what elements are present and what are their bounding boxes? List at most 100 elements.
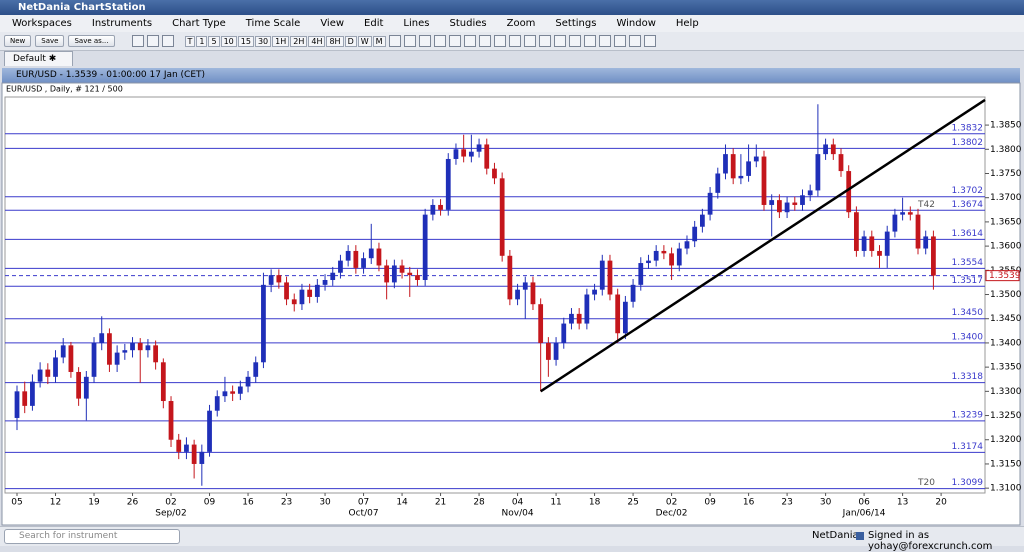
period-button[interactable]: 4H bbox=[308, 35, 326, 47]
level-label-bg bbox=[953, 275, 984, 286]
tool-icon[interactable] bbox=[478, 35, 491, 47]
period-button[interactable]: 30 bbox=[254, 35, 272, 47]
toolbar-button[interactable]: New bbox=[4, 35, 32, 47]
tool-icon[interactable] bbox=[161, 35, 174, 47]
period-button[interactable]: W bbox=[357, 35, 372, 47]
candle-body bbox=[415, 275, 420, 280]
tool-icon[interactable] bbox=[568, 35, 581, 47]
candle-body bbox=[438, 204, 443, 210]
menu-item[interactable]: Chart Type bbox=[172, 18, 226, 29]
tool-icon[interactable] bbox=[538, 35, 551, 47]
y-tick-label: 1.3700 bbox=[990, 193, 1022, 203]
trendline bbox=[539, 98, 986, 393]
period-button[interactable]: 2H bbox=[290, 35, 308, 47]
period-button[interactable]: D bbox=[344, 35, 357, 47]
tool-icon[interactable] bbox=[628, 35, 641, 47]
tool-icon[interactable] bbox=[493, 35, 506, 47]
tool-icon[interactable] bbox=[463, 35, 476, 47]
candle-body bbox=[453, 149, 459, 159]
x-tick-label: 30 bbox=[319, 498, 331, 508]
menu-item[interactable]: Settings bbox=[555, 18, 597, 29]
candle-body bbox=[276, 275, 282, 283]
tool-icon[interactable] bbox=[403, 35, 416, 47]
app-title: NetDania ChartStation bbox=[18, 2, 146, 13]
tool-icon[interactable] bbox=[448, 35, 461, 47]
period-button[interactable]: 5 bbox=[208, 35, 220, 47]
candle-body bbox=[37, 369, 43, 382]
toolbar-button[interactable]: Save as... bbox=[68, 35, 115, 47]
period-button[interactable]: T bbox=[184, 35, 196, 47]
candle-body bbox=[407, 272, 413, 276]
menu-item[interactable]: Window bbox=[616, 18, 656, 29]
tool-icon[interactable] bbox=[146, 35, 159, 47]
tool-icon[interactable] bbox=[131, 35, 144, 47]
candle-body bbox=[630, 284, 636, 302]
menu-item[interactable]: Workspaces bbox=[12, 18, 72, 29]
candle-body bbox=[176, 439, 182, 452]
candle-body bbox=[707, 192, 713, 215]
menu-item[interactable]: Studies bbox=[449, 18, 487, 29]
tool-icon[interactable] bbox=[598, 35, 611, 47]
x-tick-label: 16 bbox=[242, 498, 254, 508]
tool-icon[interactable] bbox=[643, 35, 656, 47]
period-button[interactable]: 1 bbox=[196, 35, 208, 47]
candle-body bbox=[584, 294, 590, 324]
tool-icon[interactable] bbox=[583, 35, 596, 47]
candle-body bbox=[214, 396, 220, 411]
x-tick-label: 07 bbox=[358, 498, 369, 508]
tool-icon[interactable] bbox=[613, 35, 626, 47]
candle-body bbox=[184, 444, 189, 452]
candle-body bbox=[561, 323, 567, 343]
tab[interactable]: Default ✱ bbox=[4, 51, 74, 66]
candle-body bbox=[230, 391, 236, 394]
y-tick-label: 1.3200 bbox=[990, 435, 1022, 445]
tool-icon[interactable] bbox=[388, 35, 401, 47]
candle-body bbox=[607, 260, 613, 295]
y-tick-label: 1.3800 bbox=[990, 145, 1022, 155]
level-label-bg bbox=[953, 185, 984, 196]
tool-icon[interactable] bbox=[553, 35, 566, 47]
tool-icon[interactable] bbox=[523, 35, 536, 47]
menu-item[interactable]: Time Scale bbox=[245, 18, 301, 29]
candle-body bbox=[83, 376, 89, 399]
candle-body bbox=[168, 401, 174, 440]
toolbar-button[interactable]: Save bbox=[35, 35, 65, 47]
menu-item[interactable]: Edit bbox=[364, 18, 384, 29]
tool-icon[interactable] bbox=[433, 35, 446, 47]
menu-item[interactable]: View bbox=[320, 18, 345, 29]
tool-icon[interactable] bbox=[418, 35, 431, 47]
candle-body bbox=[22, 391, 28, 406]
y-tick-label: 1.3100 bbox=[990, 484, 1022, 494]
tool-icon[interactable] bbox=[508, 35, 521, 47]
candle-body bbox=[445, 158, 451, 210]
candle-body bbox=[268, 275, 274, 285]
candle-body bbox=[576, 313, 582, 324]
candle-body bbox=[730, 154, 736, 179]
period-button[interactable]: 8H bbox=[326, 35, 344, 47]
tab-label: Default bbox=[13, 54, 46, 64]
y-tick-label: 1.3450 bbox=[990, 314, 1022, 324]
last-price-label: 1.3539 bbox=[989, 271, 1021, 281]
menu-item[interactable]: Zoom bbox=[506, 18, 536, 29]
period-button[interactable]: M bbox=[372, 35, 386, 47]
candle-body bbox=[777, 200, 782, 213]
period-button[interactable]: 1H bbox=[272, 35, 290, 47]
candle-body bbox=[399, 265, 405, 273]
menu-item[interactable]: Instruments bbox=[91, 18, 153, 29]
period-button[interactable]: 15 bbox=[237, 35, 254, 47]
level-label-bg bbox=[953, 331, 984, 342]
period-button[interactable]: 10 bbox=[220, 35, 237, 47]
search-box[interactable]: Search for instrument bbox=[4, 529, 180, 544]
menu-item[interactable]: Lines bbox=[403, 18, 430, 29]
menu-item[interactable]: Help bbox=[675, 18, 699, 29]
x-tick-label: 05 bbox=[11, 498, 22, 508]
plot-area bbox=[4, 96, 986, 494]
last-price-box bbox=[985, 270, 1020, 282]
candle-body bbox=[723, 154, 728, 174]
level-label: 1.3832 bbox=[952, 123, 984, 133]
x-tick-label: 06 bbox=[858, 498, 870, 508]
y-tick-label: 1.3350 bbox=[990, 363, 1022, 373]
candle-body bbox=[807, 190, 813, 196]
candle-body bbox=[838, 154, 844, 172]
y-tick-label: 1.3600 bbox=[990, 242, 1022, 252]
